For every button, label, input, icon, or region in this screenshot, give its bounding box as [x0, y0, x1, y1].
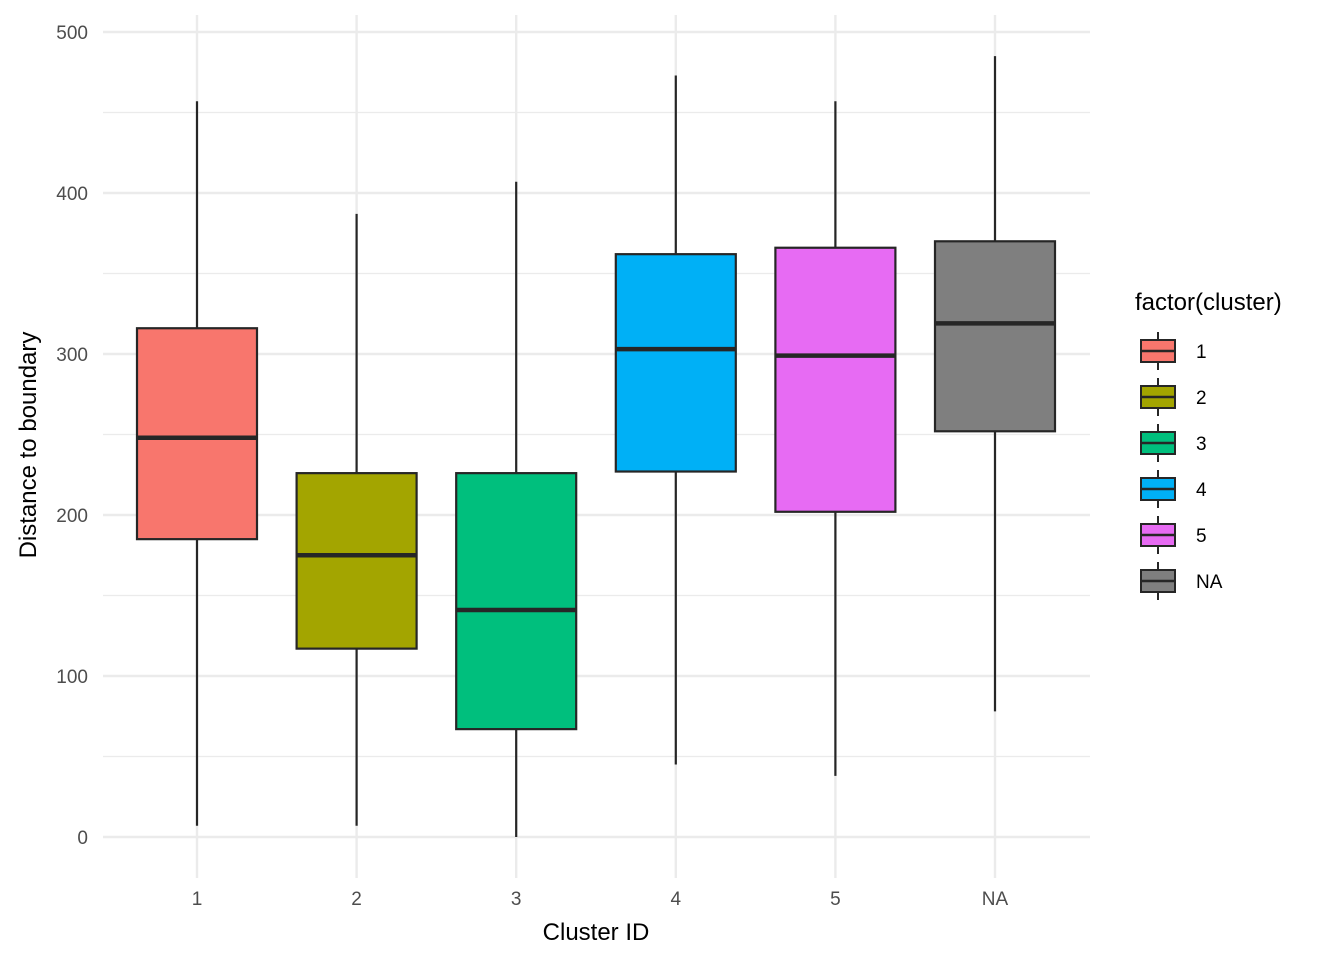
box-NA	[933, 56, 1057, 712]
box-4	[614, 75, 737, 765]
legend-label: 4	[1196, 480, 1207, 501]
y-axis-title: Distance to boundary	[15, 332, 42, 559]
box-body	[455, 472, 578, 731]
x-tick-label: 2	[351, 889, 362, 910]
x-tick-label: 5	[830, 889, 841, 910]
legend-title: factor(cluster)	[1135, 289, 1282, 316]
box-1	[135, 101, 259, 826]
legend-item-5: 5	[1140, 516, 1207, 554]
x-tick-label: NA	[982, 889, 1009, 910]
y-tick-label: 500	[56, 23, 88, 44]
x-tick-label: 4	[671, 889, 682, 910]
legend-items: 1 2 3 4 5 NA	[1140, 332, 1223, 600]
x-axis-title: Cluster ID	[543, 919, 650, 946]
x-tick-label: 1	[192, 889, 203, 910]
y-axis-ticks: 0 100 200 300 400 500	[56, 23, 88, 849]
x-axis-ticks: 1 2 3 4 5 NA	[192, 889, 1009, 910]
legend-label: 5	[1196, 526, 1207, 547]
legend: factor(cluster) 1 2 3 4 5 NA	[1135, 289, 1282, 600]
legend-item-3: 3	[1140, 424, 1207, 462]
box-body	[774, 246, 897, 513]
box-5	[774, 101, 897, 776]
box-3	[455, 181, 578, 837]
box-2	[295, 213, 418, 826]
y-tick-label: 400	[56, 184, 88, 205]
legend-label: 2	[1196, 388, 1207, 409]
y-tick-label: 100	[56, 667, 88, 688]
box-body	[614, 253, 737, 473]
y-tick-label: 200	[56, 506, 88, 527]
y-tick-label: 300	[56, 345, 88, 366]
legend-item-4: 4	[1140, 470, 1207, 508]
legend-label: 1	[1196, 342, 1207, 363]
legend-item-1: 1	[1140, 332, 1207, 370]
legend-item-2: 2	[1140, 378, 1207, 416]
legend-item-NA: NA	[1140, 562, 1223, 600]
box-body	[933, 240, 1057, 433]
y-tick-label: 0	[77, 828, 88, 849]
boxplot-series	[135, 56, 1057, 837]
box-body	[295, 472, 418, 650]
x-tick-label: 3	[511, 889, 522, 910]
legend-label: NA	[1196, 572, 1223, 593]
legend-label: 3	[1196, 434, 1207, 455]
box-body	[135, 327, 259, 541]
